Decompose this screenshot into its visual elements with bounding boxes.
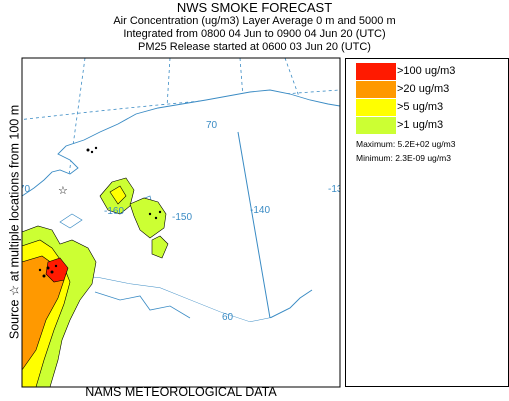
legend-swatch <box>356 63 396 80</box>
longitude-label: -150 <box>172 212 192 223</box>
minimum-value: Minimum: 2.3E-09 ug/m3 <box>356 153 451 163</box>
concentration-description: Air Concentration (ug/m3) Layer Average … <box>113 15 396 27</box>
legend-swatch <box>356 117 396 134</box>
plume-lakes-outer <box>151 235 169 259</box>
south-coast-detail <box>94 291 191 319</box>
smoke-plume <box>22 177 169 387</box>
legend-label: >1 ug/m3 <box>397 119 444 131</box>
legend-label: >20 ug/m3 <box>397 83 450 95</box>
fire-locations <box>38 146 162 278</box>
legend-label: >5 ug/m3 <box>397 101 444 113</box>
legend-item-20: >20 ug/m3 <box>356 81 506 98</box>
map-frame <box>21 57 341 388</box>
integration-period: Integrated from 0800 04 Jun to 0900 04 J… <box>123 28 386 40</box>
plume-north-5 <box>109 185 127 205</box>
legend-item-5: >5 ug/m3 <box>356 99 506 116</box>
source-star-icon: ☆ <box>58 184 68 197</box>
latitude-label: 70 <box>206 120 218 131</box>
legend-swatch <box>356 99 396 116</box>
legend-item-1: >1 ug/m3 <box>356 117 506 134</box>
maximum-value: Maximum: 5.2E+02 ug/m3 <box>356 139 456 149</box>
map-title: NWS SMOKE FORECAST <box>176 0 333 15</box>
plume-west-20 <box>22 255 65 371</box>
longitude-label: -140 <box>250 205 270 216</box>
gulf-water <box>22 276 340 387</box>
plume-west-100 <box>45 257 69 283</box>
legend-label: >100 ug/m3 <box>397 65 456 77</box>
source-description: Source ☆ at multiple locations from 100 … <box>7 104 22 340</box>
legend-swatch <box>356 81 396 98</box>
data-source-label: NAMS METEOROLOGICAL DATA <box>85 385 277 399</box>
legend-item-100: >100 ug/m3 <box>356 63 506 80</box>
longitude-label: -170 <box>10 184 30 195</box>
plume-east-outer <box>129 197 167 239</box>
legend: >100 ug/m3 >20 ug/m3 >5 ug/m3 >1 ug/m3 M… <box>345 58 509 387</box>
us-canada-border <box>237 131 313 319</box>
release-start: PM25 Release started at 0600 03 Jun 20 (… <box>138 41 371 53</box>
longitude-label: -130 <box>328 184 348 195</box>
latitude-label: 60 <box>222 312 234 323</box>
longitude-label: -160 <box>104 206 124 217</box>
